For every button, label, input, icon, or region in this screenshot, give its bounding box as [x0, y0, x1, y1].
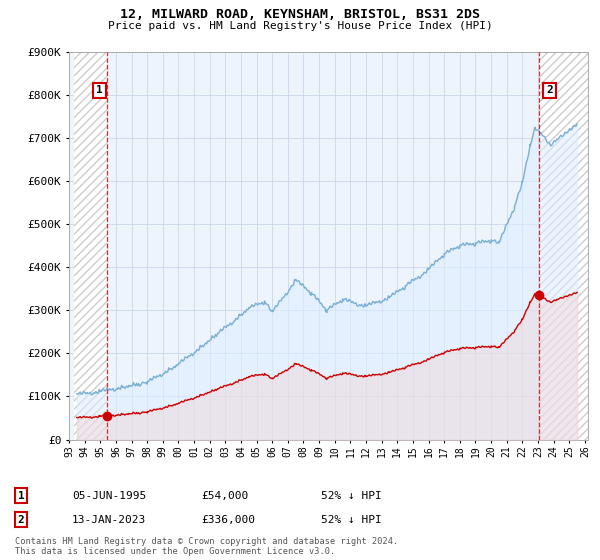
- Text: 12, MILWARD ROAD, KEYNSHAM, BRISTOL, BS31 2DS: 12, MILWARD ROAD, KEYNSHAM, BRISTOL, BS3…: [120, 8, 480, 21]
- Text: £336,000: £336,000: [201, 515, 255, 525]
- Text: Price paid vs. HM Land Registry's House Price Index (HPI): Price paid vs. HM Land Registry's House …: [107, 21, 493, 31]
- Text: Contains HM Land Registry data © Crown copyright and database right 2024.: Contains HM Land Registry data © Crown c…: [15, 537, 398, 546]
- Text: 1: 1: [17, 491, 25, 501]
- Text: 52% ↓ HPI: 52% ↓ HPI: [321, 491, 382, 501]
- Bar: [74, 52, 107, 440]
- Text: This data is licensed under the Open Government Licence v3.0.: This data is licensed under the Open Gov…: [15, 547, 335, 556]
- Text: 52% ↓ HPI: 52% ↓ HPI: [321, 515, 382, 525]
- Text: 1: 1: [96, 85, 103, 95]
- Text: 2: 2: [17, 515, 25, 525]
- Text: 13-JAN-2023: 13-JAN-2023: [72, 515, 146, 525]
- Bar: [539, 52, 588, 440]
- Text: 2: 2: [546, 85, 553, 95]
- Text: 05-JUN-1995: 05-JUN-1995: [72, 491, 146, 501]
- Text: £54,000: £54,000: [201, 491, 248, 501]
